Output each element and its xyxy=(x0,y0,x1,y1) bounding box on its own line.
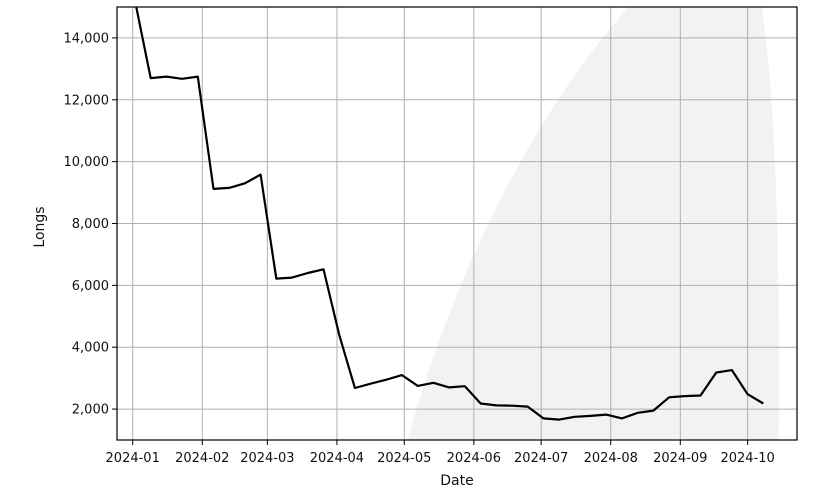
y-axis-label: Longs xyxy=(32,206,48,247)
x-tick-label: 2024-04 xyxy=(310,451,364,466)
x-tick-label: 2024-03 xyxy=(240,451,294,466)
x-tick-label: 2024-06 xyxy=(447,451,501,466)
series-line-0 xyxy=(135,7,764,421)
series-layer xyxy=(135,7,764,421)
y-axis-ticks: 2,000 4,000 6,000 8,000 10,000 12,000 14,000 xyxy=(64,31,117,418)
y-gridlines xyxy=(117,37,797,410)
x-tick-label: 2024-05 xyxy=(377,451,431,466)
x-tick-label: 2024-07 xyxy=(514,451,568,466)
y-tick-label: 14,000 xyxy=(64,31,110,46)
y-tick-label: 12,000 xyxy=(64,93,110,108)
y-tick-label: 4,000 xyxy=(72,341,109,356)
background-watermark xyxy=(407,7,779,440)
x-axis-ticks: 2024-01 2024-02 2024-03 2024-04 2024-05 2024-… xyxy=(106,440,775,466)
x-tick-label: 2024-01 xyxy=(106,451,160,466)
x-tick-label: 2024-09 xyxy=(653,451,707,466)
y-tick-label: 2,000 xyxy=(72,403,109,418)
y-tick-label: 10,000 xyxy=(64,155,110,170)
watermark-wedge xyxy=(407,7,779,440)
x-axis-label: Date xyxy=(440,473,473,489)
x-tick-label: 2024-08 xyxy=(584,451,638,466)
x-tick-label: 2024-02 xyxy=(175,451,229,466)
y-tick-label: 6,000 xyxy=(72,279,109,294)
y-tick-label: 8,000 xyxy=(72,217,109,232)
x-tick-label: 2024-10 xyxy=(720,451,774,466)
